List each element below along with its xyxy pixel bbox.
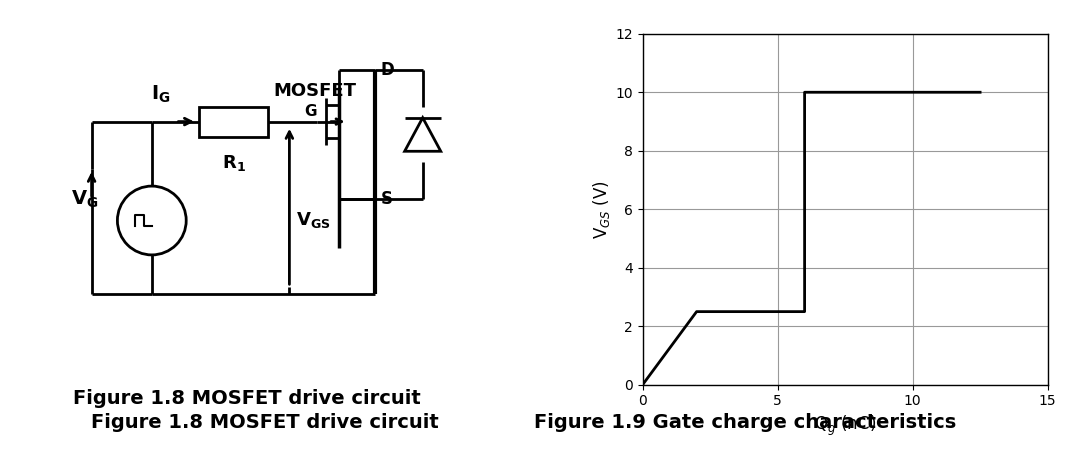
- Text: G: G: [303, 104, 316, 119]
- Y-axis label: V$_{GS}$ (V): V$_{GS}$ (V): [592, 180, 612, 238]
- Text: S: S: [380, 190, 392, 208]
- Text: $\mathbf{V_G}$: $\mathbf{V_G}$: [71, 189, 98, 210]
- Text: Figure 1.8 MOSFET drive circuit: Figure 1.8 MOSFET drive circuit: [72, 389, 420, 409]
- Text: Figure 1.8 MOSFET drive circuit: Figure 1.8 MOSFET drive circuit: [91, 414, 438, 432]
- Text: D: D: [380, 61, 394, 79]
- Text: $\mathbf{R_1}$: $\mathbf{R_1}$: [221, 153, 245, 173]
- Text: Figure 1.9 Gate charge characteristics: Figure 1.9 Gate charge characteristics: [535, 414, 956, 432]
- Text: $\mathbf{V_{GS}}$: $\mathbf{V_{GS}}$: [296, 211, 330, 230]
- Bar: [199, 107, 268, 137]
- Text: MOSFET: MOSFET: [273, 82, 356, 100]
- Text: $\mathbf{I_G}$: $\mathbf{I_G}$: [150, 84, 171, 105]
- X-axis label: Q$_g$ (nC): Q$_g$ (nC): [814, 414, 876, 438]
